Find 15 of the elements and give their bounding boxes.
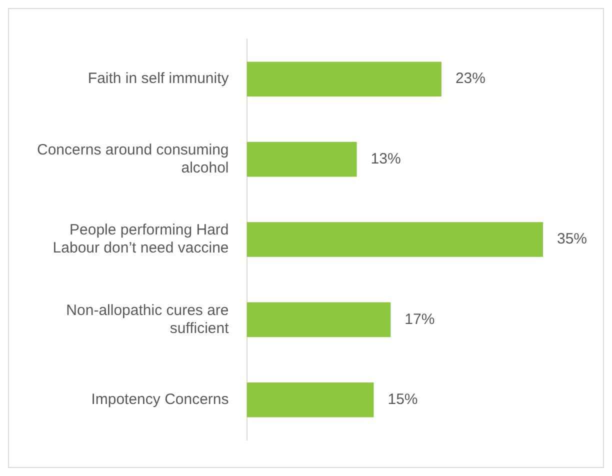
data-label: 13%: [370, 150, 401, 168]
bar: [246, 62, 442, 97]
data-label: 15%: [388, 391, 418, 408]
data-label: 17%: [404, 310, 435, 328]
data-label: 23%: [455, 70, 486, 88]
bar: [246, 142, 357, 177]
bar: [246, 382, 374, 418]
bar: [246, 302, 391, 338]
y-tick-label: Concerns around consuming alcohol: [36, 141, 229, 176]
bar: [246, 222, 543, 257]
y-tick-label: People performing Hard Labour don’t need vaccine: [52, 222, 229, 257]
y-tick-label: Non-allopathic cures are sufficient: [66, 302, 230, 337]
y-tick-label: Faith in self immunity: [88, 70, 230, 88]
y-tick-label: Impotency Concerns: [91, 391, 229, 408]
data-label: 35%: [557, 230, 588, 248]
